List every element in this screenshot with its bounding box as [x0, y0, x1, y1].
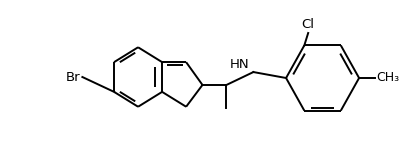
Text: Br: Br	[66, 71, 80, 83]
Text: Cl: Cl	[301, 18, 314, 32]
Text: HN: HN	[229, 58, 249, 71]
Text: CH₃: CH₃	[375, 71, 398, 85]
